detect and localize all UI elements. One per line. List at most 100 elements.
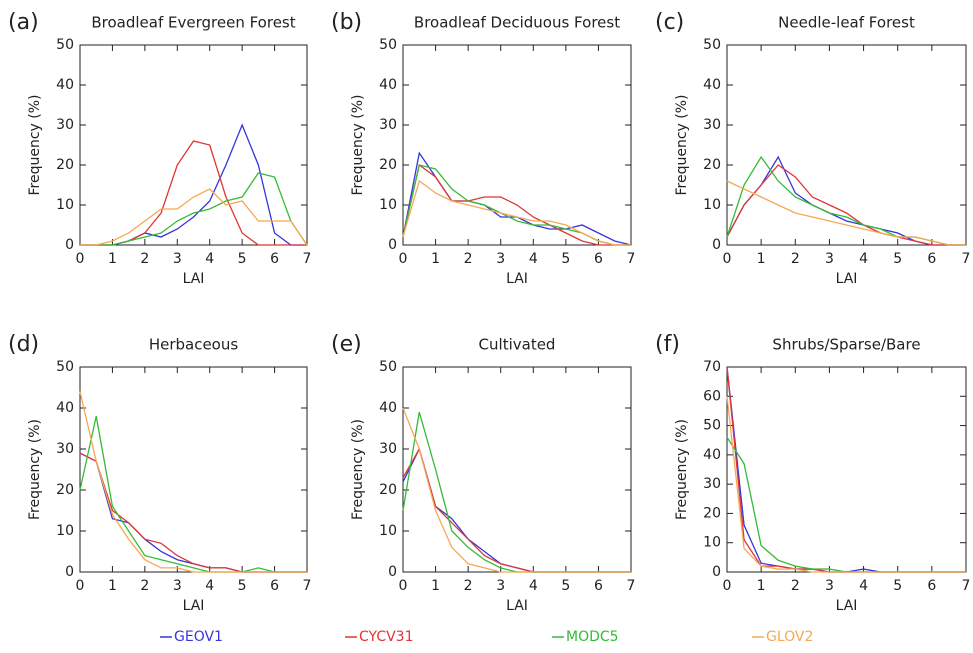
y-axis-label: Frequency (%) [674, 94, 690, 195]
y-axis-label: Frequency (%) [27, 94, 43, 195]
legend-label: CYCV31 [359, 629, 413, 645]
y-tick-label: 40 [56, 77, 74, 93]
series-line [726, 396, 966, 573]
x-tick-label: 5 [893, 578, 902, 594]
series-line [402, 447, 631, 573]
panel-label: (e) [331, 332, 362, 357]
y-tick-label: 10 [379, 197, 397, 213]
y-tick-label: 20 [703, 505, 721, 521]
series-line [80, 140, 307, 246]
panel-title: Needle-leaf Forest [778, 14, 915, 32]
y-tick-label: 0 [65, 237, 74, 253]
panel-title: Broadleaf Deciduous Forest [414, 14, 620, 32]
x-tick-label: 6 [594, 578, 603, 594]
y-tick-label: 40 [56, 400, 74, 416]
series-line [402, 411, 631, 573]
x-tick-label: 3 [825, 578, 834, 594]
x-tick-label: 1 [108, 251, 117, 267]
y-tick-label: 0 [712, 237, 721, 253]
y-tick-label: 60 [703, 388, 721, 404]
y-tick-label: 30 [56, 117, 74, 133]
series-line [402, 151, 632, 246]
series-line [80, 188, 308, 246]
series-line [726, 155, 966, 246]
x-tick-label: 0 [76, 578, 85, 594]
y-tick-label: 30 [379, 117, 397, 133]
y-tick-label: 20 [379, 157, 397, 173]
x-tick-label: 2 [464, 578, 473, 594]
x-tick-label: 4 [529, 578, 538, 594]
y-tick-label: 50 [379, 359, 397, 375]
x-tick-label: 7 [962, 578, 971, 594]
y-axis-label: Frequency (%) [27, 419, 43, 520]
x-tick-label: 4 [205, 251, 214, 267]
y-tick-label: 30 [703, 117, 721, 133]
plot-frame [79, 44, 308, 246]
y-tick-label: 10 [703, 535, 721, 551]
y-tick-label: 20 [56, 482, 74, 498]
x-tick-label: 4 [859, 251, 868, 267]
panel-label: (f) [655, 332, 680, 357]
series-line [726, 366, 966, 573]
x-tick-label: 5 [238, 578, 247, 594]
plot-frame [402, 366, 632, 573]
legend-label: GLOV2 [766, 629, 813, 645]
panel: (b) Broadleaf Deciduous Forest 0 1 2 3 4 5 6 7 0 10… [331, 10, 635, 287]
y-axis-label: Frequency (%) [350, 94, 366, 195]
x-tick-label: 7 [962, 251, 971, 267]
x-tick-label: 2 [464, 251, 473, 267]
series-line [726, 366, 966, 573]
x-axis-label: LAI [506, 598, 528, 614]
y-tick-label: 50 [703, 418, 721, 434]
x-tick-label: 6 [927, 251, 936, 267]
panel-title: Broadleaf Evergreen Forest [91, 14, 295, 32]
x-tick-label: 6 [270, 251, 279, 267]
y-tick-label: 70 [703, 359, 721, 375]
x-axis-label: LAI [836, 271, 858, 287]
panel-title: Herbaceous [149, 336, 239, 354]
x-tick-label: 7 [627, 251, 636, 267]
panel: (c) Needle-leaf Forest 0 1 2 3 4 5 6 7 0 10 20 30 40 50… [655, 10, 970, 287]
series-line [402, 163, 631, 246]
y-tick-label: 20 [379, 482, 397, 498]
x-tick-label: 7 [627, 578, 636, 594]
y-tick-label: 10 [56, 197, 74, 213]
y-tick-label: 20 [703, 157, 721, 173]
x-tick-label: 6 [270, 578, 279, 594]
series-line [402, 407, 631, 573]
y-tick-label: 50 [703, 37, 721, 53]
panel: (e) Cultivated 0 1 2 3 4 5 6 7 0 10 20 30 40 50 LAI Frequ… [331, 332, 635, 614]
y-axis-label: Frequency (%) [350, 419, 366, 520]
y-tick-label: 0 [388, 237, 397, 253]
y-tick-label: 40 [703, 447, 721, 463]
plot-frame [79, 366, 308, 573]
x-tick-label: 0 [76, 251, 85, 267]
x-tick-label: 0 [723, 251, 732, 267]
series-line [726, 155, 966, 246]
x-tick-label: 1 [108, 578, 117, 594]
series-line [726, 436, 966, 573]
panel: (a) Broadleaf Evergreen Forest 0 1 2 3 4 5 6 7 0 10… [8, 10, 311, 287]
x-tick-label: 0 [399, 578, 408, 594]
y-tick-label: 30 [703, 476, 721, 492]
panel-label: (b) [331, 10, 362, 35]
x-tick-label: 2 [140, 578, 149, 594]
y-tick-label: 40 [379, 400, 397, 416]
y-tick-label: 50 [56, 37, 74, 53]
panel-label: (a) [8, 10, 39, 35]
plot-frame [402, 44, 632, 246]
panel-label: (d) [8, 332, 39, 357]
x-tick-label: 5 [893, 251, 902, 267]
y-tick-label: 0 [65, 564, 74, 580]
legend-label: GEOV1 [174, 629, 223, 645]
x-tick-label: 3 [173, 251, 182, 267]
x-tick-label: 3 [496, 251, 505, 267]
series-line [402, 179, 631, 246]
y-tick-label: 40 [703, 77, 721, 93]
y-tick-label: 50 [56, 359, 74, 375]
x-axis-label: LAI [183, 598, 205, 614]
x-axis-label: LAI [836, 598, 858, 614]
x-tick-label: 6 [927, 578, 936, 594]
plot-frame [726, 44, 967, 246]
x-tick-label: 1 [757, 578, 766, 594]
